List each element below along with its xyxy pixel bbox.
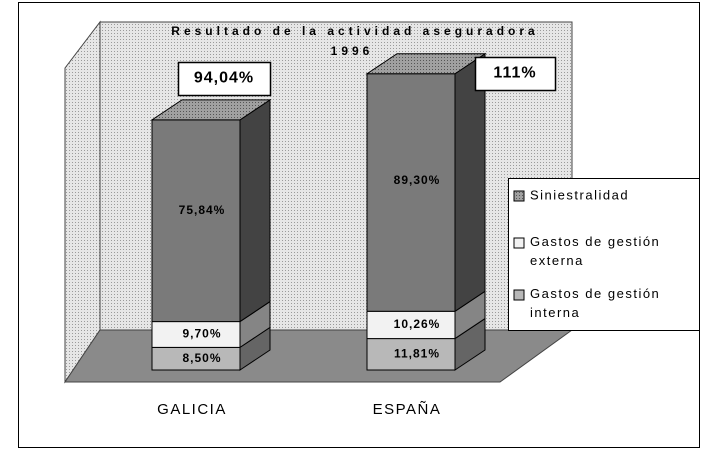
bar-top [365,53,487,75]
total-label: 111% [493,65,536,82]
side-wall [64,20,101,384]
chart-title: Resultado de la actividad aseguradora [171,24,538,38]
x-tick-label: ESPAÑA [373,401,442,418]
floor [64,329,574,383]
total-box [474,56,557,92]
total-box [177,61,272,97]
bar-top [150,99,272,121]
bar-side [239,98,271,323]
bar-front [366,73,456,312]
value-label: 75,84% [179,203,226,217]
bar-side [454,52,486,313]
value-label: 89,30% [394,173,441,187]
total-label: 94,04% [194,70,254,87]
value-label: 9,70% [182,327,221,341]
legend-label: Gastos de gestión interna [530,286,660,320]
bar-front [366,310,456,340]
x-tick-label: GALICIA [157,401,227,418]
legend [508,178,700,331]
value-label: 10,26% [394,317,441,331]
value-label: 8,50% [182,351,221,365]
legend-label: Siniestralidad [530,187,629,202]
legend-label: Gastos de gestión externa [530,234,660,268]
legend-swatch [513,237,525,249]
bar-front [151,119,241,323]
value-label: 11,81% [394,346,440,360]
legend-swatch [513,190,525,202]
chart-subtitle: 1996 [331,44,374,58]
legend-swatch [513,289,525,301]
